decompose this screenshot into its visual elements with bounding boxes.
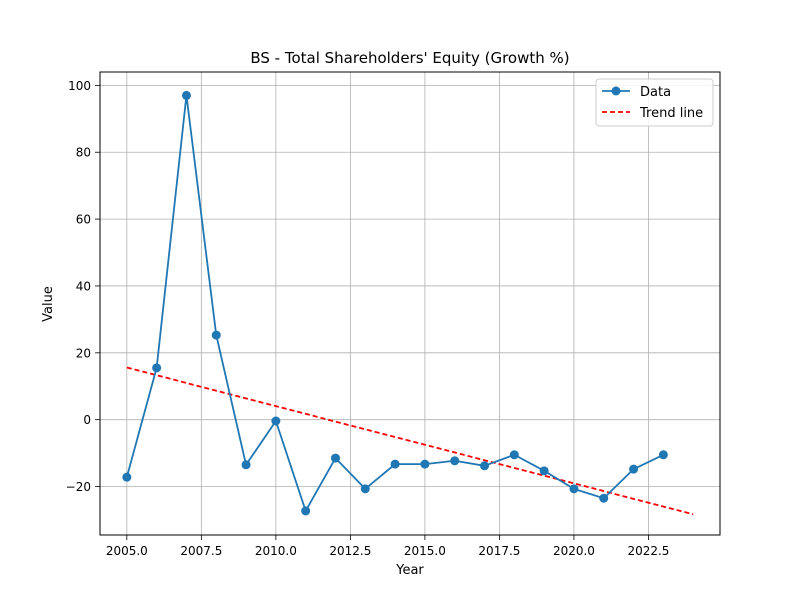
- x-tick-label: 2015.0: [404, 544, 446, 558]
- legend-label-data: Data: [640, 85, 671, 100]
- y-tick-label: 40: [76, 279, 91, 293]
- data-point: [539, 466, 549, 476]
- data-point: [360, 484, 370, 494]
- x-tick-label: 2022.5: [627, 544, 669, 558]
- y-tick-label: 60: [76, 213, 91, 227]
- x-tick-label: 2005.0: [106, 544, 148, 558]
- y-tick-label: 20: [76, 346, 91, 360]
- legend-label-trend: Trend line: [639, 106, 703, 121]
- data-point: [509, 450, 519, 460]
- plot-frame: [99, 71, 721, 536]
- legend: Data Trend line: [595, 78, 714, 127]
- x-tick-label: 2007.5: [180, 544, 222, 558]
- data-point: [629, 464, 639, 474]
- x-axis-label: Year: [395, 563, 424, 578]
- y-tick-label: 0: [83, 413, 91, 427]
- data-point: [450, 456, 460, 466]
- trend-series: [126, 366, 694, 516]
- data-point: [271, 416, 281, 426]
- y-axis: −20 0 20 40 60 80 100: [66, 79, 100, 494]
- data-point: [658, 450, 668, 460]
- data-point: [330, 453, 340, 463]
- trend-line: [126, 366, 694, 516]
- data-point: [152, 363, 162, 373]
- data-point: [301, 506, 311, 516]
- x-tick-label: 2017.5: [478, 544, 520, 558]
- data-point: [480, 461, 490, 471]
- data-point: [420, 459, 430, 469]
- data-point: [390, 459, 400, 469]
- x-axis: 2005.0 2007.5 2010.0 2012.5 2015.0 2017.5 2020…: [106, 535, 669, 558]
- data-series: [122, 90, 668, 516]
- data-point: [122, 472, 132, 482]
- data-point: [181, 90, 191, 100]
- y-tick-label: −20: [66, 480, 91, 494]
- chart-title: BS - Total Shareholders' Equity (Growth …: [250, 49, 569, 67]
- data-point: [241, 460, 251, 470]
- data-point: [569, 484, 579, 494]
- y-axis-label: Value: [41, 286, 56, 322]
- y-tick-label: 80: [76, 146, 91, 160]
- y-tick-label: 100: [68, 79, 91, 93]
- grid: [100, 72, 720, 535]
- data-point: [599, 493, 609, 503]
- legend-data-marker-icon: [611, 86, 621, 96]
- data-point: [211, 330, 221, 340]
- x-tick-label: 2020.0: [553, 544, 595, 558]
- x-tick-label: 2012.5: [329, 544, 371, 558]
- x-tick-label: 2010.0: [255, 544, 297, 558]
